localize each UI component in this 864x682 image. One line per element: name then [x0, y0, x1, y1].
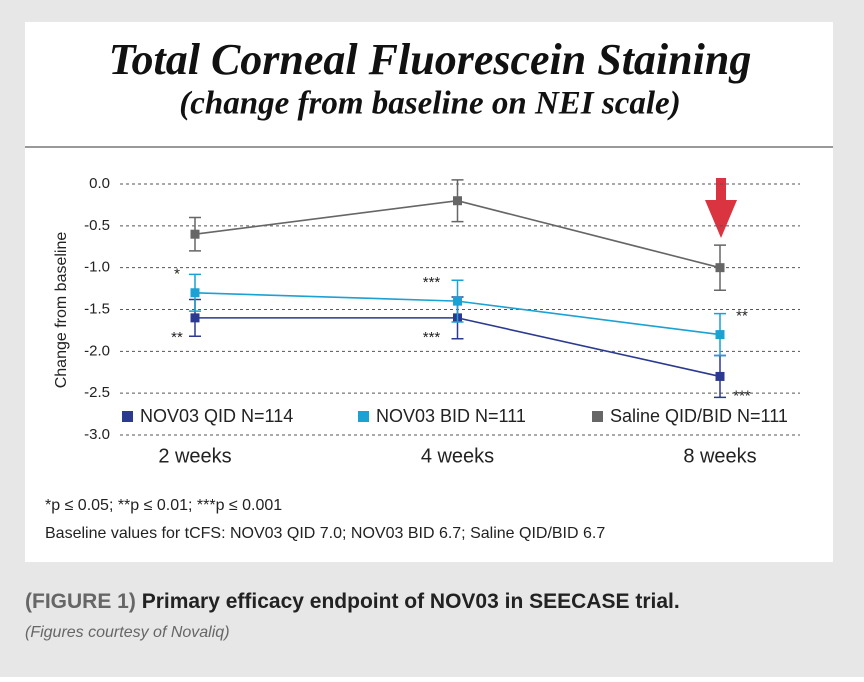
- y-tick-label: -3.0: [84, 426, 110, 443]
- y-axis-title: Change from baseline: [53, 232, 70, 389]
- chart-subtitle: (change from baseline on NEI scale): [179, 86, 680, 122]
- y-tick-label: -1.0: [84, 259, 110, 276]
- legend-swatch: [592, 411, 603, 422]
- significance-label: ***: [423, 329, 441, 346]
- y-tick-label: -0.5: [84, 217, 110, 234]
- panel: [25, 22, 833, 562]
- caption-credit: (Figures courtesy of Novaliq): [25, 624, 230, 641]
- legend-swatch: [122, 411, 133, 422]
- significance-label: *: [174, 266, 180, 283]
- y-tick-label: 0.0: [89, 175, 110, 192]
- baseline-note: Baseline values for tCFS: NOV03 QID 7.0;…: [45, 525, 605, 542]
- highlight-arrow: [705, 178, 737, 238]
- marker: [453, 196, 462, 206]
- marker: [190, 313, 200, 323]
- x-tick-label: 4 weeks: [421, 445, 494, 467]
- marker: [715, 371, 725, 381]
- caption-label: (FIGURE 1): [25, 590, 136, 613]
- legend-label: NOV03 BID N=111: [376, 406, 526, 426]
- x-tick-label: 8 weeks: [683, 445, 756, 467]
- caption: (FIGURE 1) Primary efficacy endpoint of …: [25, 590, 680, 613]
- y-tick-label: -2.5: [84, 384, 110, 401]
- legend-swatch: [358, 411, 369, 422]
- significance-label: ***: [423, 274, 441, 291]
- legend-label: NOV03 QID N=114: [140, 406, 293, 426]
- marker: [715, 330, 725, 340]
- y-tick-label: -1.5: [84, 300, 110, 317]
- marker: [453, 296, 462, 306]
- marker: [190, 229, 200, 239]
- legend-label: Saline QID/BID N=111: [610, 406, 788, 426]
- caption-text: Primary efficacy endpoint of NOV03 in SE…: [142, 590, 680, 613]
- chart-title: Total Corneal Fluorescein Staining: [109, 35, 752, 84]
- y-tick-label: -2.0: [84, 342, 110, 359]
- marker: [715, 263, 725, 273]
- significance-label: ***: [733, 387, 751, 404]
- significance-label: **: [736, 308, 748, 325]
- footnote: *p ≤ 0.05; **p ≤ 0.01; ***p ≤ 0.001: [45, 497, 282, 514]
- significance-label: **: [171, 329, 183, 346]
- marker: [190, 288, 200, 298]
- x-tick-label: 2 weeks: [158, 445, 231, 467]
